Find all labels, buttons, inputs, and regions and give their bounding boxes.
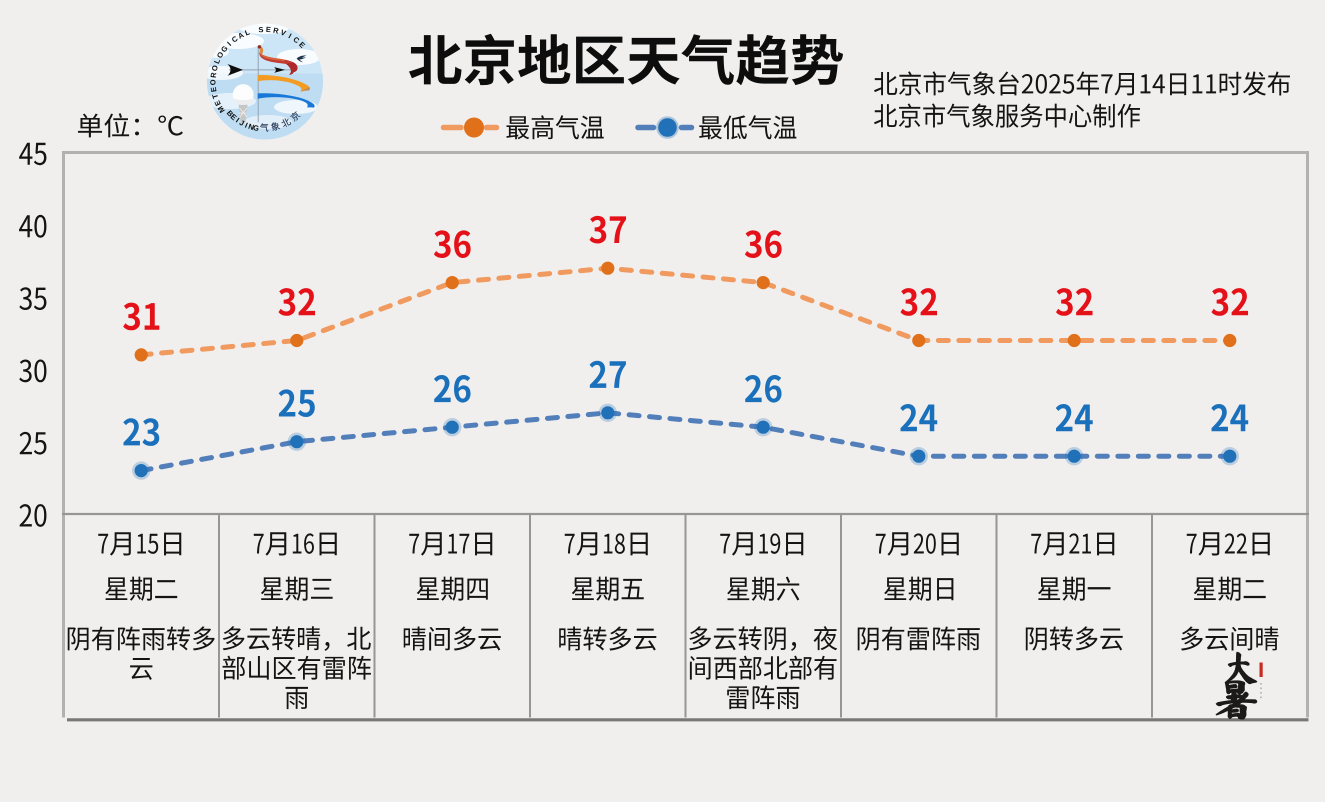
svg-text:G: G (219, 44, 230, 54)
svg-text:E: E (213, 99, 223, 107)
svg-text:O: O (208, 79, 217, 85)
svg-text:T: T (210, 93, 220, 100)
svg-text:C: C (291, 35, 301, 46)
svg-text:L: L (212, 57, 222, 65)
svg-text:N: N (247, 122, 255, 132)
svg-text:J: J (238, 118, 246, 128)
svg-text:R: R (209, 71, 219, 78)
svg-text:S: S (258, 25, 264, 34)
svg-text:O: O (210, 64, 220, 72)
svg-text:G: G (252, 123, 260, 133)
svg-text:L: L (244, 27, 252, 37)
svg-text:R: R (272, 26, 280, 36)
svg-text:E: E (229, 112, 239, 122)
svg-text:I: I (234, 116, 241, 125)
svg-text:I: I (244, 121, 249, 130)
svg-text:E: E (266, 25, 272, 34)
svg-text:O: O (215, 50, 226, 60)
svg-text:A: A (236, 30, 245, 41)
svg-text:E: E (209, 86, 219, 92)
svg-text:I: I (287, 31, 293, 40)
svg-text:C: C (230, 34, 240, 45)
svg-text:V: V (279, 28, 287, 38)
svg-text:B: B (225, 109, 236, 120)
svg-text:E: E (297, 40, 307, 50)
svg-text:I: I (225, 40, 233, 48)
svg-text:M: M (216, 104, 227, 114)
